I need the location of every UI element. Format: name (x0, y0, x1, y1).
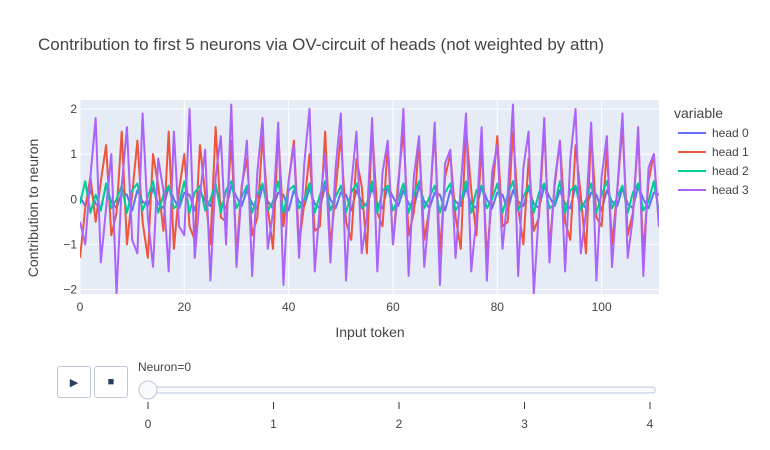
x-tick-labels: 0 20 40 60 80 100 (77, 300, 612, 314)
legend-item-label: head 2 (712, 164, 749, 178)
slider-tick-label: 2 (396, 417, 403, 431)
y-tick-label: −1 (63, 237, 77, 251)
x-tick-label: 40 (282, 300, 296, 314)
legend-title: variable (674, 105, 723, 121)
series-lines (80, 103, 659, 294)
stop-button[interactable]: ■ (94, 366, 128, 398)
x-tick-label: 20 (178, 300, 192, 314)
neuron-slider[interactable]: 0 1 2 3 4 (138, 380, 656, 431)
y-axis-title: Contribution to neuron (25, 139, 41, 278)
series-line-head-3 (80, 103, 659, 294)
slider-current-value: Neuron=0 (138, 360, 192, 374)
slider-tick-label: 1 (270, 417, 277, 431)
chart-title: Contribution to first 5 neurons via OV-c… (38, 35, 604, 54)
x-tick-label: 100 (592, 300, 612, 314)
x-tick-label: 80 (491, 300, 505, 314)
legend: variable head 0 head 1 head 2 head 3 (674, 105, 749, 197)
x-axis-title: Input token (335, 324, 404, 340)
y-tick-label: 1 (70, 147, 77, 161)
slider-tick-label: 4 (647, 417, 654, 431)
play-button[interactable]: ▶ (57, 366, 91, 398)
legend-item-label: head 0 (712, 126, 749, 140)
slider-tick-label: 3 (521, 417, 528, 431)
x-tick-label: 0 (77, 300, 84, 314)
legend-item-label: head 3 (712, 183, 749, 197)
y-tick-label: 2 (70, 102, 77, 116)
slider-rail[interactable] (142, 386, 656, 394)
slider-handle[interactable] (138, 380, 158, 400)
y-tick-label: −2 (63, 282, 77, 296)
y-tick-labels: −2 −1 0 1 2 (63, 102, 77, 296)
legend-item-label: head 1 (712, 145, 749, 159)
y-tick-label: 0 (70, 192, 77, 206)
slider-tick-label: 0 (145, 417, 152, 431)
x-tick-label: 60 (386, 300, 400, 314)
